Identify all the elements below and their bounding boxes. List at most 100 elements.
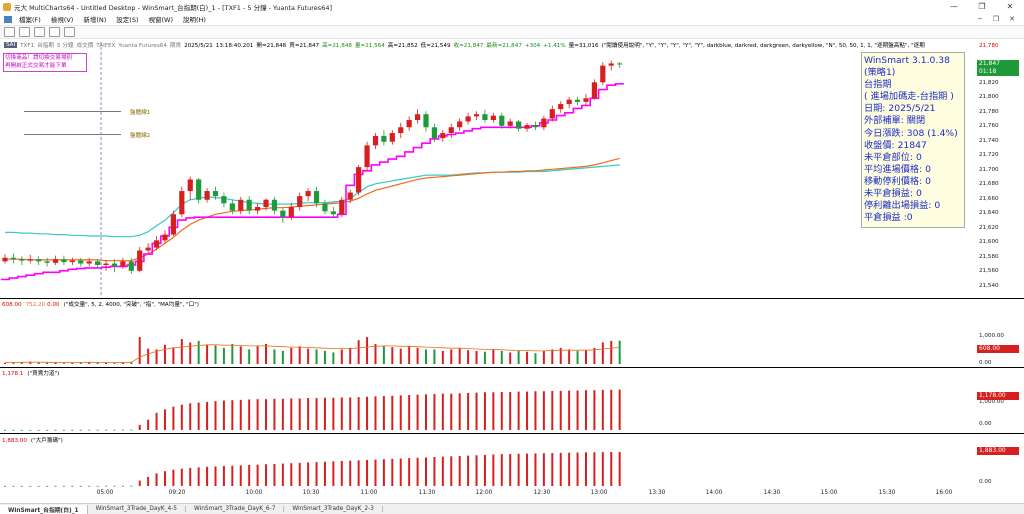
time-axis-tick: 05:00 [96, 490, 114, 496]
bigplayer-bar [500, 454, 503, 486]
strategy-info-panel: WinSmart 3.1.0.38 (策略1) 台指期( 進場加碼走-台指期 ) 日期… [861, 52, 965, 228]
status-item: Yuanta Futures64 [118, 43, 167, 49]
tab-3trade-2-3[interactable]: WinSmart_3Trade_DayK_2-3 [284, 506, 383, 512]
title-bar: 元大 MultiCharts64 - Untitled Desktop - Wi… [0, 0, 1024, 13]
force-value: 1,178.1 [2, 371, 24, 377]
status-item: 高=21,848 [322, 43, 352, 49]
bigplayer-bar [121, 485, 124, 487]
volume-bar [54, 362, 57, 364]
pane-separator[interactable] [0, 433, 1024, 434]
maximize-button[interactable]: ❐ [978, 2, 986, 11]
volume-indicator-label: 608.00 752.20 0.00 ("成交量", 5, 2, 4000, "突破"… [2, 300, 199, 308]
save-icon[interactable] [34, 27, 45, 37]
bigplayer-bar [281, 463, 284, 486]
price-axis-tick: 21,740 [979, 137, 999, 144]
volume-bar [441, 350, 444, 364]
bigplayer-bar [551, 453, 554, 486]
level-line[interactable] [24, 134, 121, 135]
force-bar [526, 391, 529, 430]
volume-bar [399, 348, 402, 364]
crosshair-icon[interactable] [49, 27, 60, 37]
bigplayer-bar [601, 452, 604, 486]
status-item: 台指期 [37, 43, 54, 49]
pane-separator[interactable] [0, 298, 1024, 299]
force-bar [618, 389, 621, 430]
candle-body [465, 116, 471, 122]
force-bar [20, 429, 23, 431]
menu-window[interactable]: 視窗(W) [148, 16, 173, 24]
close-button[interactable]: ✕ [1006, 2, 1014, 11]
open-icon[interactable] [19, 27, 30, 37]
menu-help[interactable]: 說明(H) [182, 16, 206, 24]
chart-status-line: SAI TXF1 台指期 5 分鐘 成交價 TAIFEX Yuanta Futures64… [0, 40, 975, 50]
force-chart[interactable] [0, 378, 975, 432]
volume-bar [534, 353, 537, 364]
candle-body [19, 259, 25, 261]
volume-bar [4, 362, 6, 364]
bigplayer-bar [576, 452, 579, 486]
menu-settings[interactable]: 設定(S) [116, 16, 139, 24]
force-bar [121, 429, 124, 431]
tab-3trade-4-5[interactable]: WinSmart_3Trade_DayK_4-5 [88, 506, 186, 512]
pane-separator[interactable] [0, 367, 1024, 368]
bigplayer-bar [618, 451, 621, 486]
force-bar [357, 397, 360, 430]
price-chart[interactable] [0, 42, 975, 297]
force-bar [366, 396, 369, 430]
force-bar [382, 396, 385, 430]
bigplayer-chart[interactable] [0, 444, 975, 488]
candle-body [78, 260, 84, 264]
child-close-button[interactable]: ✕ [1009, 15, 1015, 23]
force-bar [71, 429, 74, 431]
tab-3trade-6-7[interactable]: WinSmart_3Trade_DayK_6-7 [186, 506, 285, 512]
bigplayer-axis: 0.00 [975, 436, 1024, 488]
warning-note: 切換商品！請切換交易場別 再開啟正式交易才能下單 [3, 53, 87, 72]
symbol-badge[interactable]: SAI [4, 42, 18, 48]
child-restore-button[interactable]: ❐ [992, 15, 1000, 23]
status-item: ("閱讀使用說明", "Y", "Y", "Y", "Y", "Y", dark… [601, 43, 925, 49]
price-axis[interactable]: 21,78021,84021,82021,80021,78021,76021,7… [975, 38, 1024, 298]
info-panel-line: 未平倉損益: 0 [864, 188, 922, 200]
menu-new[interactable]: 新增(N) [83, 16, 107, 24]
force-bar [256, 399, 259, 430]
tab-winsmart-main[interactable]: WinSmart_台指期(白)_1 [0, 504, 88, 514]
menu-view[interactable]: 檢視(V) [50, 16, 74, 24]
force-bar [425, 394, 427, 430]
candle-body [212, 191, 219, 197]
time-axis-tick: 16:00 [935, 490, 953, 496]
candle-body [27, 259, 33, 261]
time-axis-tick: 13:00 [590, 490, 608, 496]
volume-bar [281, 350, 284, 364]
bigplayer-bar [399, 458, 402, 486]
price-axis-tick: 21,660 [979, 195, 999, 202]
volume-chart[interactable] [0, 310, 975, 366]
volume-bar [323, 350, 326, 364]
force-bar [281, 398, 284, 430]
info-panel-line: (策略1) [864, 67, 896, 79]
minimize-button[interactable]: — [950, 2, 958, 11]
candle-body [52, 259, 59, 263]
bigplayer-bar [441, 456, 444, 486]
bigplayer-bar [239, 465, 242, 486]
candle-body [196, 179, 202, 200]
child-minimize-button[interactable]: − [976, 15, 983, 23]
force-params: ("買賣力道") [27, 371, 60, 377]
volume-bar [79, 362, 82, 364]
bigplayer-bar [20, 485, 23, 487]
level-line[interactable] [24, 111, 121, 112]
volume-bar [332, 352, 335, 364]
force-bar [46, 429, 49, 431]
menu-file[interactable]: 檔案(F) [19, 16, 41, 24]
zoom-icon[interactable] [64, 27, 75, 37]
volume-value: 608.00 [2, 302, 22, 308]
bigplayer-bar [4, 485, 6, 487]
bigplayer-bar [408, 458, 411, 486]
time-axis[interactable]: 05:00 09:20 10:00 10:30 11:00 11:30 12:00 12:30… [0, 488, 975, 499]
new-chart-icon[interactable] [4, 27, 15, 37]
bigplayer-bar [425, 457, 427, 486]
candle-body [145, 247, 151, 251]
candle-body [347, 192, 353, 200]
force-bar [534, 391, 537, 430]
force-bar [113, 429, 116, 431]
volume-bar [189, 342, 192, 364]
